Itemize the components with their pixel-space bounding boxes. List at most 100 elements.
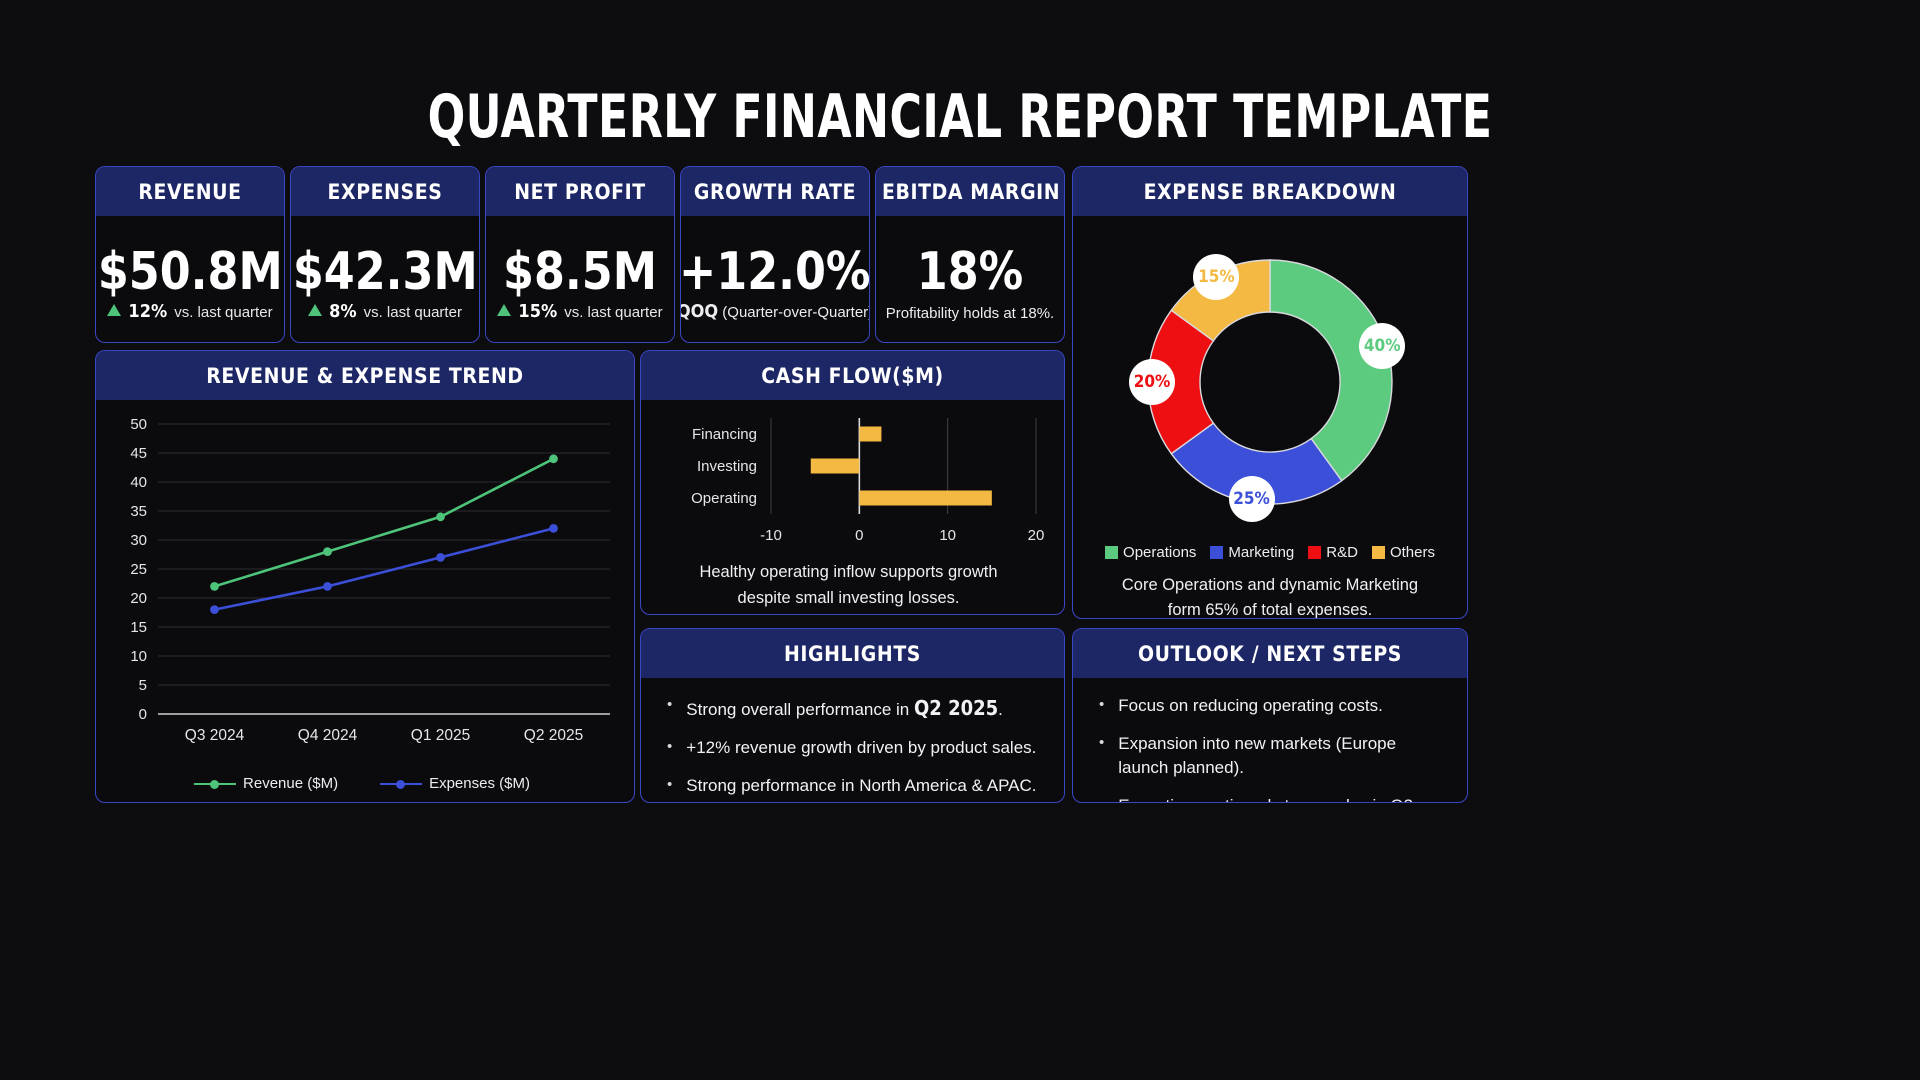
legend-item-rnd: R&D (1308, 544, 1358, 561)
svg-text:Q4 2024: Q4 2024 (298, 727, 358, 744)
chart-legend: Revenue ($M) Expenses ($M) (106, 771, 618, 796)
kpi-delta-value: 8% (329, 301, 357, 322)
list-item-label: Strong performance in North America & AP… (686, 775, 1037, 795)
donut-chart: 40% 25% 20% 15% (1110, 234, 1430, 534)
revenue-expense-trend-card: REVENUE & EXPENSE TREND 0 5 10 15 20 25 30 35 40… (95, 350, 635, 803)
kpi-card-growth-rate: GROWTH RATE +12.0% QOQ (Quarter-over-Qua… (680, 166, 870, 343)
highlights-list: • Strong overall performance in Q2 2025. •… (641, 678, 1064, 802)
svg-text:Operating: Operating (691, 490, 757, 507)
bullet-icon: • (667, 738, 673, 755)
donut-legend: Operations Marketing R&D Others (1105, 544, 1435, 561)
chart-y-axis-labels: 0 5 10 15 20 25 30 35 40 45 50 (130, 416, 147, 723)
legend-item-expenses: Expenses ($M) (380, 775, 530, 792)
kpi-note: QOQ (Quarter-over-Quarter) (680, 300, 870, 324)
list-item: • Strong overall performance in Q2 2025. (667, 694, 1044, 723)
donut-value-badge: 25% (1228, 475, 1275, 522)
kpi-card-ebitda-margin: EBITDA MARGIN 18% Profitability holds at… (875, 166, 1065, 343)
kpi-label: EXPENSES (291, 167, 479, 216)
svg-text:10: 10 (939, 527, 956, 544)
svg-text:Q2 2025: Q2 2025 (524, 727, 583, 744)
kpi-delta-note: vs. last quarter (363, 304, 462, 321)
svg-text:0: 0 (855, 527, 863, 544)
svg-text:Investing: Investing (697, 458, 757, 475)
kpi-value: $8.5M (503, 242, 657, 302)
chart-series (210, 454, 558, 614)
kpi-value: 18% (916, 242, 1024, 302)
svg-text:Financing: Financing (692, 426, 757, 443)
bullet-icon: • (1099, 733, 1105, 751)
kpi-note: Profitability holds at 18%. (885, 304, 1055, 322)
kpi-note-strong: QOQ (680, 300, 719, 322)
list-item: • Expecting continued strong sales in Q3. (1099, 794, 1447, 802)
donut-chart-svg (1147, 259, 1393, 505)
kpi-note-text: (Quarter-over-Quarter) (722, 303, 870, 321)
svg-text:-10: -10 (760, 527, 782, 544)
list-item: • Expansion into new markets (Europe laun… (1099, 732, 1447, 781)
legend-label: Expenses ($M) (429, 775, 530, 792)
legend-item-revenue: Revenue ($M) (194, 775, 338, 792)
legend-label: Operations (1123, 544, 1197, 561)
cash-flow-card: CASH FLOW($M) Operating Investing Financin… (640, 350, 1065, 615)
list-item-label: Strong overall performance in Q2 2025. (686, 696, 1003, 720)
legend-label: Others (1389, 544, 1435, 561)
svg-text:45: 45 (130, 445, 147, 462)
svg-text:10: 10 (130, 648, 147, 665)
donut-title: EXPENSE BREAKDOWN (1073, 167, 1467, 216)
triangle-up-icon (107, 304, 122, 316)
kpi-delta-note: vs. last quarter (174, 304, 273, 321)
legend-label: Marketing (1228, 544, 1295, 561)
triangle-up-icon (497, 304, 512, 316)
list-item-label: Expansion into new markets (Europe launc… (1118, 733, 1397, 778)
trend-title: REVENUE & EXPENSE TREND (96, 351, 634, 400)
kpi-label: EBITDA MARGIN (876, 167, 1064, 216)
donut-note: Core Operations and dynamic Marketing fo… (1121, 576, 1419, 619)
svg-text:25: 25 (130, 561, 147, 578)
svg-text:Q3 2024: Q3 2024 (185, 727, 245, 744)
bullet-icon: • (667, 775, 673, 793)
legend-item-others: Others (1371, 544, 1435, 561)
svg-text:0: 0 (139, 706, 147, 723)
legend-line-marker-icon (194, 779, 237, 789)
chart-x-axis-labels: Q3 2024 Q4 2024 Q1 2025 Q2 2025 (185, 727, 583, 744)
legend-swatch-icon (1105, 546, 1119, 559)
list-item-label: Focus on reducing operating costs. (1118, 696, 1383, 715)
line-chart-svg: 0 5 10 15 20 25 30 35 40 45 50 Q3 2024 Q4 2024 Q1 20… (130, 416, 610, 744)
kpi-delta-value: 12% (128, 301, 168, 322)
line-chart: 0 5 10 15 20 25 30 35 40 45 50 Q3 2024 Q4 2024 Q1 20… (106, 414, 618, 771)
legend-label: R&D (1326, 544, 1358, 561)
cashflow-title: CASH FLOW($M) (641, 351, 1064, 400)
list-item: • +12% revenue growth driven by product s… (667, 736, 1044, 761)
highlights-title: HIGHLIGHTS (641, 629, 1064, 678)
kpi-label: REVENUE (96, 167, 284, 216)
kpi-delta: 8% vs. last quarter (308, 301, 462, 322)
donut-value-badge: 40% (1359, 322, 1406, 369)
svg-text:35: 35 (130, 503, 147, 520)
bullet-icon: • (1099, 696, 1105, 713)
kpi-delta-note: vs. last quarter (564, 304, 663, 321)
svg-text:20: 20 (1028, 527, 1045, 544)
bullet-icon: • (1099, 794, 1104, 802)
kpi-value: +12.0% (680, 242, 870, 302)
bullet-icon: • (667, 696, 673, 713)
legend-item-marketing: Marketing (1210, 544, 1294, 561)
kpi-delta: 15% vs. last quarter (497, 301, 663, 322)
svg-text:5: 5 (139, 677, 147, 694)
list-item-label: +12% revenue growth driven by product sa… (686, 738, 1037, 757)
donut-value-badge: 15% (1193, 253, 1240, 300)
outlook-list: • Focus on reducing operating costs. • Expa… (1073, 678, 1467, 802)
svg-text:Q1 2025: Q1 2025 (411, 727, 470, 744)
svg-text:50: 50 (130, 416, 147, 433)
legend-item-operations: Operations (1105, 544, 1196, 561)
legend-line-marker-icon (380, 779, 423, 789)
page-title: QUARTERLY FINANCIAL REPORT TEMPLATE (427, 82, 1493, 152)
expense-breakdown-card: EXPENSE BREAKDOWN 40% 25% 20% 15% Operation… (1072, 166, 1468, 619)
chart-x-axis-labels: -10 0 10 20 (760, 527, 1044, 544)
svg-text:20: 20 (130, 590, 147, 607)
cash-flow-chart-svg: Operating Investing Financing -10 0 10 20 (691, 418, 1044, 544)
kpi-value: $50.8M (97, 242, 283, 302)
kpi-label: GROWTH RATE (681, 167, 869, 216)
svg-text:30: 30 (130, 532, 147, 549)
legend-label: Revenue ($M) (243, 775, 339, 792)
kpi-card-expenses: EXPENSES $42.3M 8% vs. last quarter (290, 166, 480, 343)
